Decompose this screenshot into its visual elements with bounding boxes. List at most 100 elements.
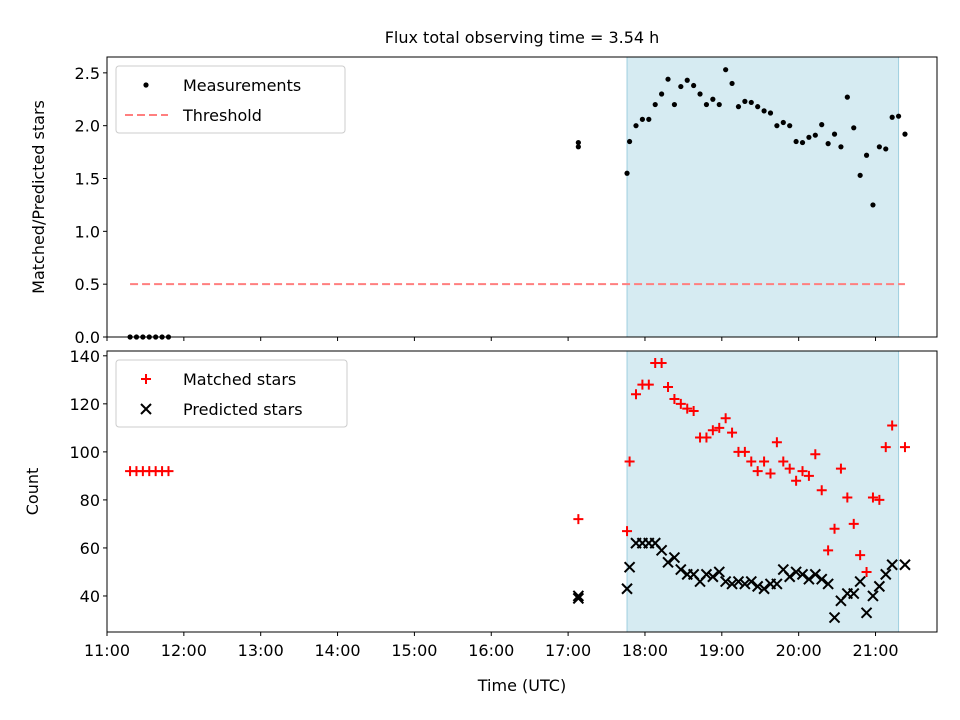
data-point xyxy=(751,580,764,593)
data-point xyxy=(633,123,639,129)
legend: Matched stars Predicted stars xyxy=(115,359,348,428)
data-point xyxy=(659,91,665,97)
data-point xyxy=(572,592,585,605)
data-point xyxy=(623,561,636,573)
data-point xyxy=(828,611,841,624)
data-point xyxy=(887,420,898,431)
data-point xyxy=(701,432,712,443)
data-point xyxy=(621,583,633,595)
x-tick-label: 16:00 xyxy=(468,641,514,660)
axes-frame xyxy=(106,350,938,633)
data-point xyxy=(726,578,738,590)
highlight-span xyxy=(626,56,900,338)
data-point xyxy=(684,77,690,83)
axes-frame xyxy=(106,56,938,338)
data-point xyxy=(758,583,770,595)
data-point xyxy=(863,152,870,158)
data-point xyxy=(810,449,821,460)
data-point xyxy=(682,403,693,414)
data-point xyxy=(783,571,796,583)
data-point xyxy=(697,91,703,97)
legend-marker xyxy=(141,374,151,384)
data-point xyxy=(716,101,722,108)
x-tick-label: 20:00 xyxy=(776,641,822,660)
y-tick-label: 40 xyxy=(80,587,100,606)
data-point xyxy=(575,144,581,150)
data-point xyxy=(691,82,697,89)
data-point xyxy=(902,131,908,137)
x-tick-label: 19:00 xyxy=(699,641,745,660)
data-point xyxy=(874,494,885,505)
x-tick-label: 11:00 xyxy=(84,641,130,660)
data-point xyxy=(780,119,786,126)
data-point xyxy=(873,580,886,593)
data-point xyxy=(867,492,878,503)
y-tick-label: 0.5 xyxy=(75,275,100,294)
data-point xyxy=(816,573,828,585)
data-point xyxy=(700,568,713,581)
data-point xyxy=(688,406,699,417)
data-point xyxy=(876,144,882,150)
legend-marker xyxy=(140,403,152,415)
data-point xyxy=(860,607,873,619)
data-point xyxy=(663,382,674,393)
y-tick-label: 0.0 xyxy=(75,328,100,347)
data-point xyxy=(823,545,834,556)
data-point xyxy=(748,99,754,106)
data-point xyxy=(816,485,827,496)
y-tick-label: 80 xyxy=(80,491,100,510)
data-point xyxy=(880,442,891,453)
data-point xyxy=(739,446,750,457)
data-point xyxy=(835,463,846,474)
data-point xyxy=(719,575,732,588)
data-point xyxy=(163,466,174,477)
data-point xyxy=(855,550,866,561)
x-tick-label: 13:00 xyxy=(238,641,284,660)
data-point xyxy=(755,104,761,110)
data-point xyxy=(838,144,844,150)
data-point xyxy=(880,568,892,581)
data-point xyxy=(761,108,767,114)
series-predicted-stars xyxy=(572,537,911,624)
data-point xyxy=(867,590,879,602)
data-point xyxy=(889,114,895,120)
data-point xyxy=(895,113,902,119)
data-point xyxy=(791,475,802,486)
data-point xyxy=(729,80,735,87)
data-point xyxy=(643,379,654,390)
data-point xyxy=(678,83,684,90)
data-point xyxy=(899,442,910,453)
data-point xyxy=(752,466,763,477)
highlight-span xyxy=(626,350,900,633)
x-tick-label: 17:00 xyxy=(545,641,591,660)
legend: Measurements Threshold xyxy=(115,65,346,134)
data-point xyxy=(572,590,585,602)
y-tick-label: 60 xyxy=(80,539,100,558)
data-point xyxy=(831,131,838,137)
data-point xyxy=(886,559,898,571)
legend-label: Matched stars xyxy=(183,370,296,389)
x-tick-label: 21:00 xyxy=(852,641,898,660)
data-point xyxy=(778,456,789,467)
data-point xyxy=(742,98,748,104)
data-point xyxy=(655,544,668,557)
chart-title: Flux total observing time = 3.54 h xyxy=(385,28,660,47)
data-point xyxy=(732,575,745,588)
data-point xyxy=(844,94,850,100)
data-point xyxy=(639,116,646,122)
x-tick-label: 12:00 xyxy=(161,641,207,660)
data-point xyxy=(799,139,806,146)
data-point xyxy=(765,468,776,479)
x-axis-label: Time (UTC) xyxy=(477,676,566,695)
data-point xyxy=(759,456,770,467)
data-point xyxy=(848,587,860,600)
data-point xyxy=(714,422,725,433)
data-point xyxy=(703,101,710,108)
x-tick-label: 18:00 xyxy=(622,641,668,660)
legend-label: Threshold xyxy=(182,106,262,125)
data-point xyxy=(662,556,674,569)
data-point xyxy=(825,141,831,147)
y-tick-label: 1.5 xyxy=(75,170,100,189)
data-point xyxy=(622,526,633,537)
